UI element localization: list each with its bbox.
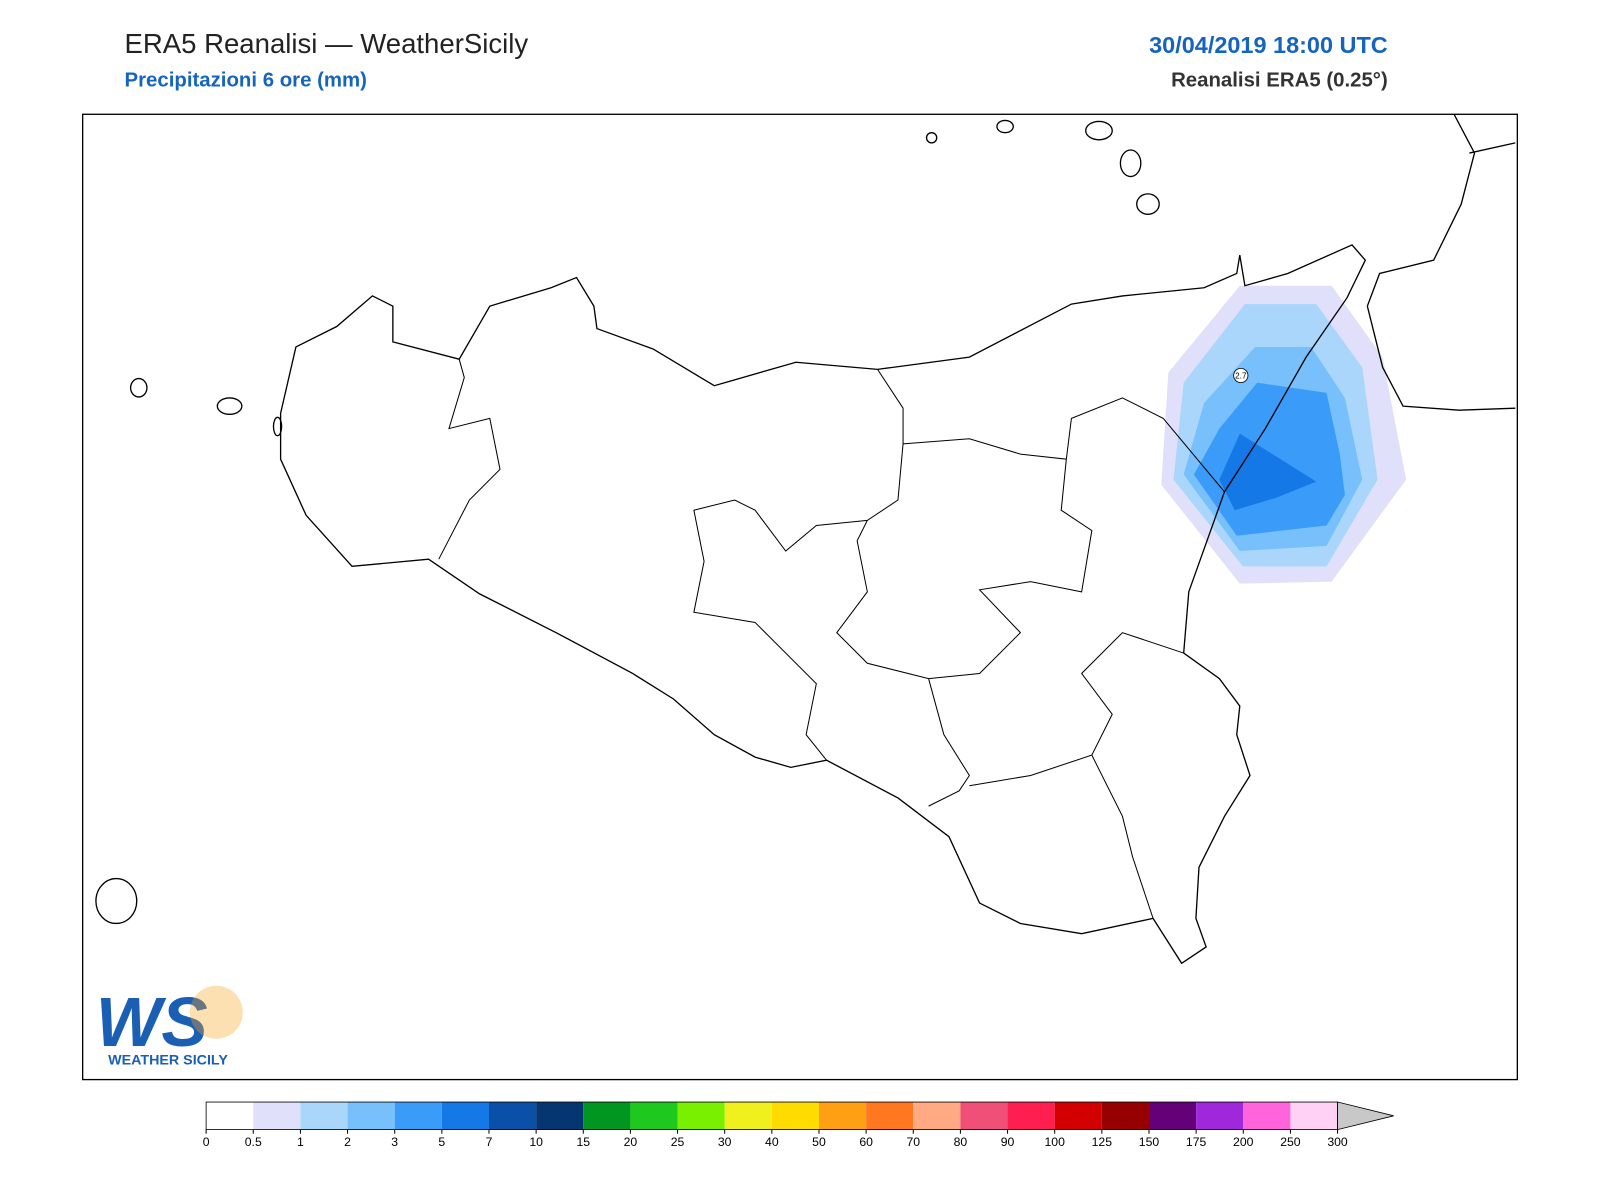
- colorbar-bin: [818, 1102, 867, 1130]
- colorbar-bin: [866, 1102, 914, 1130]
- colorbar-tick-label: 7: [486, 1135, 493, 1149]
- calabria-coast: [1366, 113, 1516, 411]
- colorbar-tick-label: 3: [391, 1135, 398, 1149]
- logo: WS WEATHER SICILY: [96, 983, 243, 1068]
- colorbar-bin: [300, 1102, 348, 1130]
- colorbar-tick-label: 70: [906, 1135, 920, 1149]
- logo-name: WEATHER SICILY: [108, 1052, 228, 1068]
- precip-contour: [1219, 433, 1317, 511]
- colorbar-bin: [394, 1102, 442, 1130]
- map-frame: [81, 113, 1519, 1081]
- province-borders: [438, 359, 1225, 919]
- colorbar-tick-label: 15: [576, 1135, 590, 1149]
- colorbar-bin: [913, 1102, 961, 1130]
- precipitation-field: [1161, 285, 1407, 584]
- logo-sun: [189, 985, 243, 1039]
- colorbar-tick-label: 50: [812, 1135, 826, 1149]
- colorbar-tick-label: 100: [1044, 1135, 1065, 1149]
- source: Reanalisi ERA5 (0.25°): [1171, 70, 1388, 92]
- colorbar-tick-label: 10: [529, 1135, 543, 1149]
- max-label: 2.7: [1235, 372, 1247, 381]
- colorbar-tick-label: 90: [1001, 1135, 1015, 1149]
- max-circle: [1233, 367, 1249, 384]
- colorbar-bin: [630, 1102, 678, 1130]
- colorbar-tick-label: 0: [203, 1135, 210, 1149]
- colorbar-bin: [960, 1102, 1008, 1130]
- colorbar-bin: [1101, 1102, 1149, 1130]
- colorbar-tick-label: 300: [1327, 1135, 1348, 1149]
- title: ERA5 Reanalisi — WeatherSicily: [124, 28, 528, 59]
- colorbar-tick-label: 1: [297, 1135, 304, 1149]
- colorbar-tick-label: 25: [671, 1135, 685, 1149]
- colorbar-tick-label: 150: [1139, 1135, 1160, 1149]
- colorbar-bin: [536, 1102, 584, 1130]
- colorbar-bin: [1290, 1102, 1338, 1130]
- colorbar-tick-label: 40: [765, 1135, 779, 1149]
- colorbar-bin: [677, 1102, 725, 1130]
- colorbar-bin: [488, 1102, 537, 1130]
- colorbar-tick-label: 0.5: [245, 1135, 262, 1149]
- colorbar-tick-label: 250: [1280, 1135, 1301, 1149]
- colorbar-tick-label: 175: [1186, 1135, 1207, 1149]
- colorbar-tick-label: 60: [859, 1135, 873, 1149]
- colorbar-bin: [1243, 1102, 1291, 1130]
- colorbar-tick-label: 200: [1233, 1135, 1254, 1149]
- colorbar-tick-label: 5: [438, 1135, 445, 1149]
- colorbar-extend: [1337, 1101, 1394, 1131]
- colorbar-bin: [1007, 1102, 1055, 1130]
- colorbar-bin: [206, 1102, 254, 1130]
- colorbar-bin: [253, 1102, 301, 1130]
- colorbar-bin: [347, 1102, 395, 1130]
- max-marker: 2.7: [1233, 367, 1249, 384]
- sicily-coast: [279, 244, 1367, 965]
- colorbar-bin: [583, 1102, 631, 1130]
- datetime: 30/04/2019 18:00 UTC: [1149, 32, 1388, 58]
- colorbar-tick-label: 2: [344, 1135, 351, 1149]
- colorbar-bin: [1148, 1102, 1197, 1130]
- colorbar-bin: [1196, 1102, 1244, 1130]
- colorbar-bin: [724, 1102, 772, 1130]
- logo-letters: WS: [96, 983, 208, 1061]
- colorbar-bin: [771, 1102, 819, 1130]
- colorbar-tick-label: 30: [718, 1135, 732, 1149]
- colorbar-tick-label: 125: [1092, 1135, 1113, 1149]
- subtitle: Precipitazioni 6 ore (mm): [124, 70, 366, 92]
- islands: [95, 119, 1160, 925]
- colorbar-tick-label: 80: [954, 1135, 968, 1149]
- map: 2.7 WS WEATHER SICILY: [81, 113, 1519, 1081]
- colorbar-bin: [1054, 1102, 1102, 1130]
- colorbar-bin: [441, 1102, 489, 1130]
- colorbar: 0 0.5 1 2 3 5 7 10 15 20 25 30 40 50 60 70 80 90 100 125 150…: [203, 1101, 1394, 1149]
- colorbar-tick-label: 20: [624, 1135, 638, 1149]
